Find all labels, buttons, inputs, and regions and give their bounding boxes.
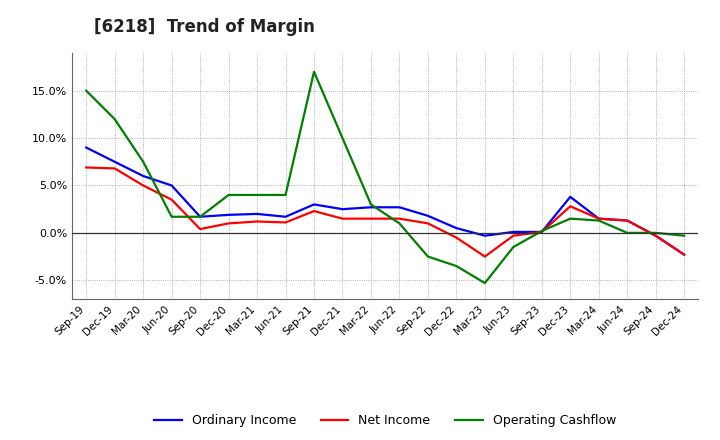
Ordinary Income [566, 194, 575, 199]
Net Income [310, 209, 318, 214]
Ordinary Income [282, 214, 290, 220]
Ordinary Income [423, 213, 432, 218]
Ordinary Income [253, 211, 261, 216]
Operating Cashflow [480, 280, 489, 286]
Net Income [253, 219, 261, 224]
Net Income [110, 166, 119, 171]
Net Income [595, 216, 603, 221]
Operating Cashflow [623, 230, 631, 235]
Net Income [338, 216, 347, 221]
Net Income [196, 227, 204, 232]
Operating Cashflow [452, 264, 461, 269]
Operating Cashflow [338, 136, 347, 141]
Net Income [537, 229, 546, 235]
Net Income [566, 204, 575, 209]
Operating Cashflow [196, 214, 204, 220]
Ordinary Income [680, 252, 688, 257]
Net Income [652, 233, 660, 238]
Ordinary Income [537, 229, 546, 235]
Ordinary Income [395, 205, 404, 210]
Operating Cashflow [139, 159, 148, 165]
Ordinary Income [595, 216, 603, 221]
Net Income [509, 233, 518, 238]
Operating Cashflow [253, 192, 261, 198]
Ordinary Income [310, 202, 318, 207]
Ordinary Income [139, 173, 148, 179]
Ordinary Income [110, 159, 119, 165]
Operating Cashflow [652, 230, 660, 235]
Line: Ordinary Income: Ordinary Income [86, 147, 684, 255]
Net Income [480, 254, 489, 259]
Operating Cashflow [282, 192, 290, 198]
Operating Cashflow [537, 228, 546, 234]
Ordinary Income [623, 218, 631, 223]
Net Income [423, 221, 432, 226]
Ordinary Income [225, 212, 233, 217]
Ordinary Income [652, 233, 660, 238]
Ordinary Income [167, 183, 176, 188]
Operating Cashflow [110, 117, 119, 122]
Ordinary Income [509, 229, 518, 235]
Net Income [366, 216, 375, 221]
Operating Cashflow [167, 214, 176, 220]
Net Income [139, 183, 148, 188]
Ordinary Income [196, 214, 204, 220]
Net Income [82, 165, 91, 170]
Net Income [225, 221, 233, 226]
Net Income [680, 252, 688, 257]
Operating Cashflow [423, 254, 432, 259]
Net Income [395, 216, 404, 221]
Operating Cashflow [509, 245, 518, 250]
Net Income [167, 197, 176, 202]
Line: Net Income: Net Income [86, 168, 684, 257]
Ordinary Income [480, 233, 489, 238]
Operating Cashflow [82, 88, 91, 93]
Operating Cashflow [566, 216, 575, 221]
Operating Cashflow [366, 202, 375, 207]
Operating Cashflow [680, 233, 688, 238]
Operating Cashflow [595, 218, 603, 223]
Operating Cashflow [310, 69, 318, 74]
Ordinary Income [452, 225, 461, 231]
Net Income [282, 220, 290, 225]
Ordinary Income [82, 145, 91, 150]
Operating Cashflow [395, 221, 404, 226]
Net Income [452, 235, 461, 240]
Text: [6218]  Trend of Margin: [6218] Trend of Margin [94, 18, 315, 36]
Legend: Ordinary Income, Net Income, Operating Cashflow: Ordinary Income, Net Income, Operating C… [149, 409, 621, 432]
Operating Cashflow [225, 192, 233, 198]
Ordinary Income [338, 206, 347, 212]
Line: Operating Cashflow: Operating Cashflow [86, 72, 684, 283]
Net Income [623, 218, 631, 223]
Ordinary Income [366, 205, 375, 210]
